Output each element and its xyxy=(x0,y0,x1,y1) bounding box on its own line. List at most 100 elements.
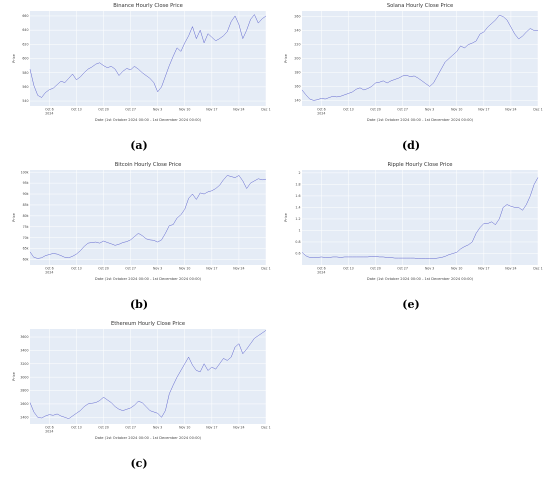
y-tick-label: 220 xyxy=(294,43,300,47)
y-tick-label: 0.8 xyxy=(295,240,300,244)
x-tick-label: Nov 10 xyxy=(179,108,190,112)
series-line xyxy=(29,14,267,98)
series-line xyxy=(301,177,539,259)
x-tick-label: Oct 27 xyxy=(125,426,136,430)
y-tick-label: 540 xyxy=(22,99,28,103)
chart-title: Bitcoin Hourly Close Price xyxy=(115,162,182,168)
y-tick-label: 1.4 xyxy=(295,206,300,210)
x-tick-label: Nov 24 xyxy=(233,108,244,112)
x-tick-label: Oct 13 xyxy=(71,426,82,430)
x-tick-label: Oct 27 xyxy=(397,267,408,271)
x-tick-label: Nov 3 xyxy=(153,267,162,271)
panel-ripple: 0.6 0.8 1 1.2 1.4 1.6 1.8 2 Oct 6 2024 Oct 13 Oct 2… xyxy=(276,159,546,314)
x-tick-sublabel: 2024 xyxy=(45,112,53,116)
y-tick-label: 100k xyxy=(21,170,29,174)
x-tick-label: Nov 3 xyxy=(425,108,434,112)
y-tick-label: 3200 xyxy=(20,362,28,366)
y-tick-label: 560 xyxy=(22,85,28,89)
y-tick-label: 75k xyxy=(23,225,29,229)
x-tick-label: Nov 24 xyxy=(505,108,516,112)
x-tick-label: Nov 17 xyxy=(206,426,217,430)
y-tick-label: 90k xyxy=(23,192,29,196)
panel-binance: 540 560 580 600 620 640 660 Oct 6 2024 Oct 13 Oct … xyxy=(4,0,274,155)
x-tick-label: Oct 13 xyxy=(343,108,354,112)
x-tick-label: Oct 20 xyxy=(370,267,381,271)
y-tick-label: 65k xyxy=(23,247,29,251)
plot-area xyxy=(30,329,266,424)
series-line xyxy=(29,330,267,419)
y-axis-label: Price xyxy=(12,212,16,222)
panel-caption: (d) xyxy=(401,139,421,152)
x-tick-label: Oct 6 xyxy=(45,426,54,430)
x-tick-sublabel: 2024 xyxy=(317,112,325,116)
y-tick-label: 1.2 xyxy=(295,217,300,221)
x-tick-label: Oct 6 xyxy=(317,267,326,271)
x-tick-label: Oct 13 xyxy=(71,267,82,271)
x-tick-label: Oct 27 xyxy=(125,108,136,112)
y-tick-label: 1 xyxy=(298,229,300,233)
y-tick-label: 1.8 xyxy=(295,182,300,186)
y-tick-label: 85k xyxy=(23,203,29,207)
y-tick-label: 70k xyxy=(23,236,29,240)
x-tick-label: Oct 20 xyxy=(98,267,109,271)
x-axis-label: Date (1st October 2024 00:00 - 1st Decem… xyxy=(95,436,202,440)
x-tick-label: Nov 17 xyxy=(206,108,217,112)
y-tick-label: 2600 xyxy=(20,402,28,406)
panel-caption: (b) xyxy=(129,298,149,311)
x-tick-label: Oct 20 xyxy=(370,108,381,112)
y-axis-label: Price xyxy=(12,371,16,381)
y-tick-label: 580 xyxy=(22,71,28,75)
y-tick-label: 2400 xyxy=(20,415,28,419)
y-tick-label: 1.6 xyxy=(295,194,300,198)
series-line xyxy=(29,175,267,259)
x-tick-label: Oct 27 xyxy=(397,108,408,112)
y-tick-label: 80k xyxy=(23,214,29,218)
y-tick-label: 160 xyxy=(294,85,300,89)
x-tick-label: Oct 13 xyxy=(343,267,354,271)
x-tick-label: Dec 1 xyxy=(533,108,542,112)
x-tick-label: Nov 17 xyxy=(478,267,489,271)
chart-title: Ripple Hourly Close Price xyxy=(387,162,452,168)
y-tick-label: 260 xyxy=(294,15,300,19)
x-tick-label: Nov 10 xyxy=(451,108,462,112)
y-tick-label: 200 xyxy=(294,57,300,61)
y-tick-label: 95k xyxy=(23,181,29,185)
x-tick-label: Nov 24 xyxy=(233,426,244,430)
panel-ethereum: 2400 2600 2800 3000 3200 3400 3600 Oct 6 2024 Oct… xyxy=(4,318,274,473)
x-tick-label: Oct 6 xyxy=(45,267,54,271)
x-tick-label: Nov 17 xyxy=(478,108,489,112)
y-tick-label: 3600 xyxy=(20,335,28,339)
x-tick-label: Oct 27 xyxy=(125,267,136,271)
series-line xyxy=(301,14,538,101)
y-tick-label: 60k xyxy=(23,258,29,262)
y-tick-label: 180 xyxy=(294,71,300,75)
panel-caption: (c) xyxy=(130,457,148,470)
chart-title: Solana Hourly Close Price xyxy=(387,3,453,9)
x-tick-label: Oct 20 xyxy=(98,426,109,430)
y-tick-label: 240 xyxy=(294,29,300,33)
x-tick-label: Nov 10 xyxy=(179,426,190,430)
x-axis-label: Date (1st October 2024 00:00 - 1st Decem… xyxy=(95,118,202,122)
y-tick-label: 2800 xyxy=(20,389,28,393)
chart-title: Binance Hourly Close Price xyxy=(113,3,183,9)
x-tick-sublabel: 2024 xyxy=(317,271,325,275)
y-axis-label: Price xyxy=(284,212,288,222)
x-tick-label: Dec 1 xyxy=(261,426,270,430)
x-tick-label: Nov 3 xyxy=(153,426,162,430)
x-tick-label: Oct 6 xyxy=(317,108,326,112)
x-axis-label: Date (1st October 2024 00:00 - 1st Decem… xyxy=(367,277,474,281)
x-tick-label: Nov 10 xyxy=(179,267,190,271)
y-tick-label: 0.6 xyxy=(295,252,300,256)
y-axis-label: Price xyxy=(284,53,288,63)
y-tick-label: 660 xyxy=(22,14,28,18)
x-tick-label: Nov 24 xyxy=(505,267,516,271)
y-axis-label: Price xyxy=(12,53,16,63)
panel-bitcoin: 60k 65k 70k 75k 80k 85k 90k 95k 100k Oct 6 2024 Oct… xyxy=(4,159,274,314)
y-tick-label: 600 xyxy=(22,57,28,61)
y-tick-label: 3000 xyxy=(20,375,28,379)
x-axis-label: Date (1st October 2024 00:00 - 1st Decem… xyxy=(367,118,474,122)
